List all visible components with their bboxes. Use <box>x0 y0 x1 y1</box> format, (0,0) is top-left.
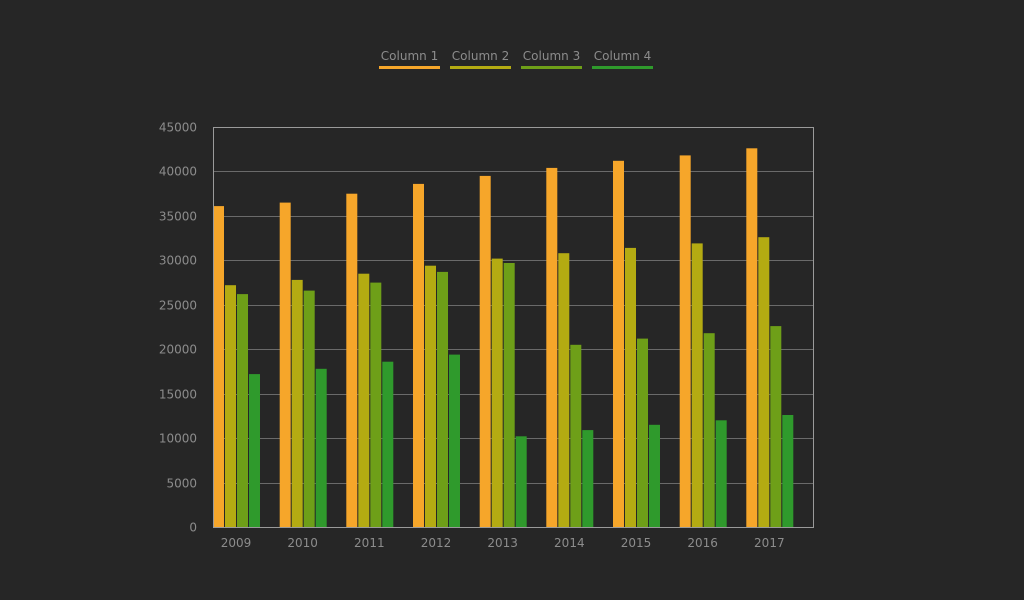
bar-column-4-2011[interactable] <box>382 361 394 527</box>
bar-column-4-2015[interactable] <box>649 424 660 527</box>
y-tick-label: 30000 <box>159 254 197 268</box>
bar-column-2-2013[interactable] <box>491 258 503 527</box>
bar-column-2-2009[interactable] <box>225 285 236 527</box>
bar-column-3-2016[interactable] <box>703 333 715 527</box>
bar-column-3-2014[interactable] <box>570 344 582 527</box>
x-tick-label: 2014 <box>554 536 585 550</box>
legend-item-column-2[interactable]: Column 2 <box>450 49 511 69</box>
legend-item-column-3[interactable]: Column 3 <box>521 49 582 69</box>
bar-column-1-2010[interactable] <box>279 202 291 527</box>
bar-column-2-2017[interactable] <box>758 237 770 527</box>
bar-column-2-2014[interactable] <box>558 253 570 527</box>
bar-column-4-2014[interactable] <box>582 430 594 527</box>
y-tick-label: 25000 <box>159 299 197 313</box>
y-tick-label: 10000 <box>159 432 197 446</box>
bar-column-3-2013[interactable] <box>503 263 515 527</box>
bar-column-4-2010[interactable] <box>315 368 327 527</box>
bar-column-1-2009[interactable] <box>213 206 224 527</box>
x-tick-label: 2012 <box>421 536 452 550</box>
bar-column-4-2016[interactable] <box>715 420 727 527</box>
bar-column-1-2012[interactable] <box>413 183 424 527</box>
legend-swatch <box>521 66 582 69</box>
y-axis-ticks: 0 5000 10000 15000 20000 25000 30000 35000 40000… <box>159 121 197 535</box>
x-tick-label: 2016 <box>687 536 718 550</box>
x-tick-label: 2009 <box>221 536 252 550</box>
bar-column-2-2015[interactable] <box>625 247 636 527</box>
legend-label: Column 4 <box>594 49 651 63</box>
legend-label: Column 1 <box>381 49 438 63</box>
bar-column-3-2011[interactable] <box>370 282 382 527</box>
y-tick-label: 40000 <box>159 165 197 179</box>
y-tick-label: 0 <box>189 521 197 535</box>
bar-column-2-2016[interactable] <box>691 243 703 527</box>
y-tick-label: 45000 <box>159 121 197 135</box>
bar-column-3-2012[interactable] <box>437 271 448 527</box>
x-tick-label: 2011 <box>354 536 385 550</box>
x-tick-label: 2013 <box>487 536 518 550</box>
y-tick-label: 35000 <box>159 210 197 224</box>
legend-swatch <box>450 66 511 69</box>
bar-column-1-2011[interactable] <box>346 193 358 527</box>
legend-item-column-4[interactable]: Column 4 <box>592 49 653 69</box>
bars <box>213 148 794 528</box>
x-axis-ticks: 2009 2010 2011 2012 2013 2014 2015 2016 2017 <box>221 536 785 550</box>
y-tick-label: 15000 <box>159 388 197 402</box>
plot-frame <box>213 127 814 528</box>
x-tick-label: 2015 <box>621 536 652 550</box>
legend: Column 1 Column 2 Column 3 Column 4 <box>379 49 653 69</box>
bar-column-2-2011[interactable] <box>358 273 370 527</box>
legend-label: Column 2 <box>452 49 509 63</box>
bar-column-3-2009[interactable] <box>237 294 248 527</box>
bar-column-1-2016[interactable] <box>679 155 691 527</box>
bar-column-1-2015[interactable] <box>613 160 624 528</box>
bar-column-1-2017[interactable] <box>746 148 758 528</box>
y-tick-label: 20000 <box>159 343 197 357</box>
bar-column-1-2013[interactable] <box>479 175 491 527</box>
legend-swatch <box>592 66 653 69</box>
bar-column-4-2012[interactable] <box>449 354 460 527</box>
legend-item-column-1[interactable]: Column 1 <box>379 49 440 69</box>
x-tick-label: 2010 <box>287 536 318 550</box>
bar-column-4-2013[interactable] <box>515 436 527 527</box>
y-tick-label: 5000 <box>166 477 197 491</box>
bar-column-3-2010[interactable] <box>303 290 315 527</box>
bar-column-3-2017[interactable] <box>770 326 782 527</box>
x-tick-label: 2017 <box>754 536 785 550</box>
bar-column-1-2014[interactable] <box>546 167 558 527</box>
legend-swatch <box>379 66 440 69</box>
bar-column-2-2010[interactable] <box>291 279 303 527</box>
bar-column-4-2017[interactable] <box>782 415 794 527</box>
bar-column-3-2015[interactable] <box>637 338 648 527</box>
bar-column-2-2012[interactable] <box>425 265 436 527</box>
legend-label: Column 3 <box>523 49 580 63</box>
bar-column-4-2009[interactable] <box>249 374 260 527</box>
